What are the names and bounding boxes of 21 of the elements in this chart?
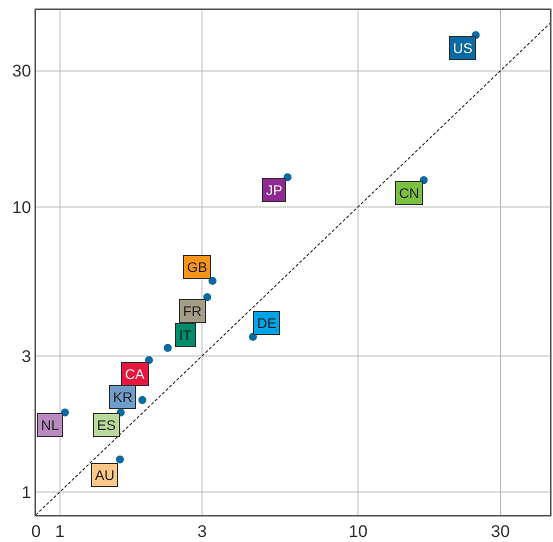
- data-label: GB: [187, 259, 208, 275]
- data-label: FR: [183, 303, 202, 319]
- data-label: DE: [257, 315, 276, 331]
- data-label: NL: [41, 417, 60, 433]
- data-label: US: [453, 40, 472, 56]
- y-tick-label: 10: [12, 198, 32, 217]
- data-label: JP: [266, 182, 282, 198]
- x-tick-label: 1: [55, 522, 65, 541]
- y-tick-label: 3: [22, 346, 32, 366]
- x-tick-label: 30: [490, 522, 510, 541]
- data-label: ES: [97, 417, 116, 433]
- y-tick-label: 1: [22, 482, 32, 502]
- y-tick-label: 30: [12, 62, 32, 81]
- data-label: CA: [125, 366, 146, 382]
- data-label: IT: [179, 327, 192, 343]
- data-label: AU: [95, 467, 114, 483]
- data-label: CN: [399, 185, 420, 201]
- data-label: KR: [113, 389, 132, 405]
- x-tick-label: 0: [31, 522, 41, 541]
- x-tick-label: 10: [348, 522, 368, 541]
- x-tick-label: 3: [197, 522, 207, 541]
